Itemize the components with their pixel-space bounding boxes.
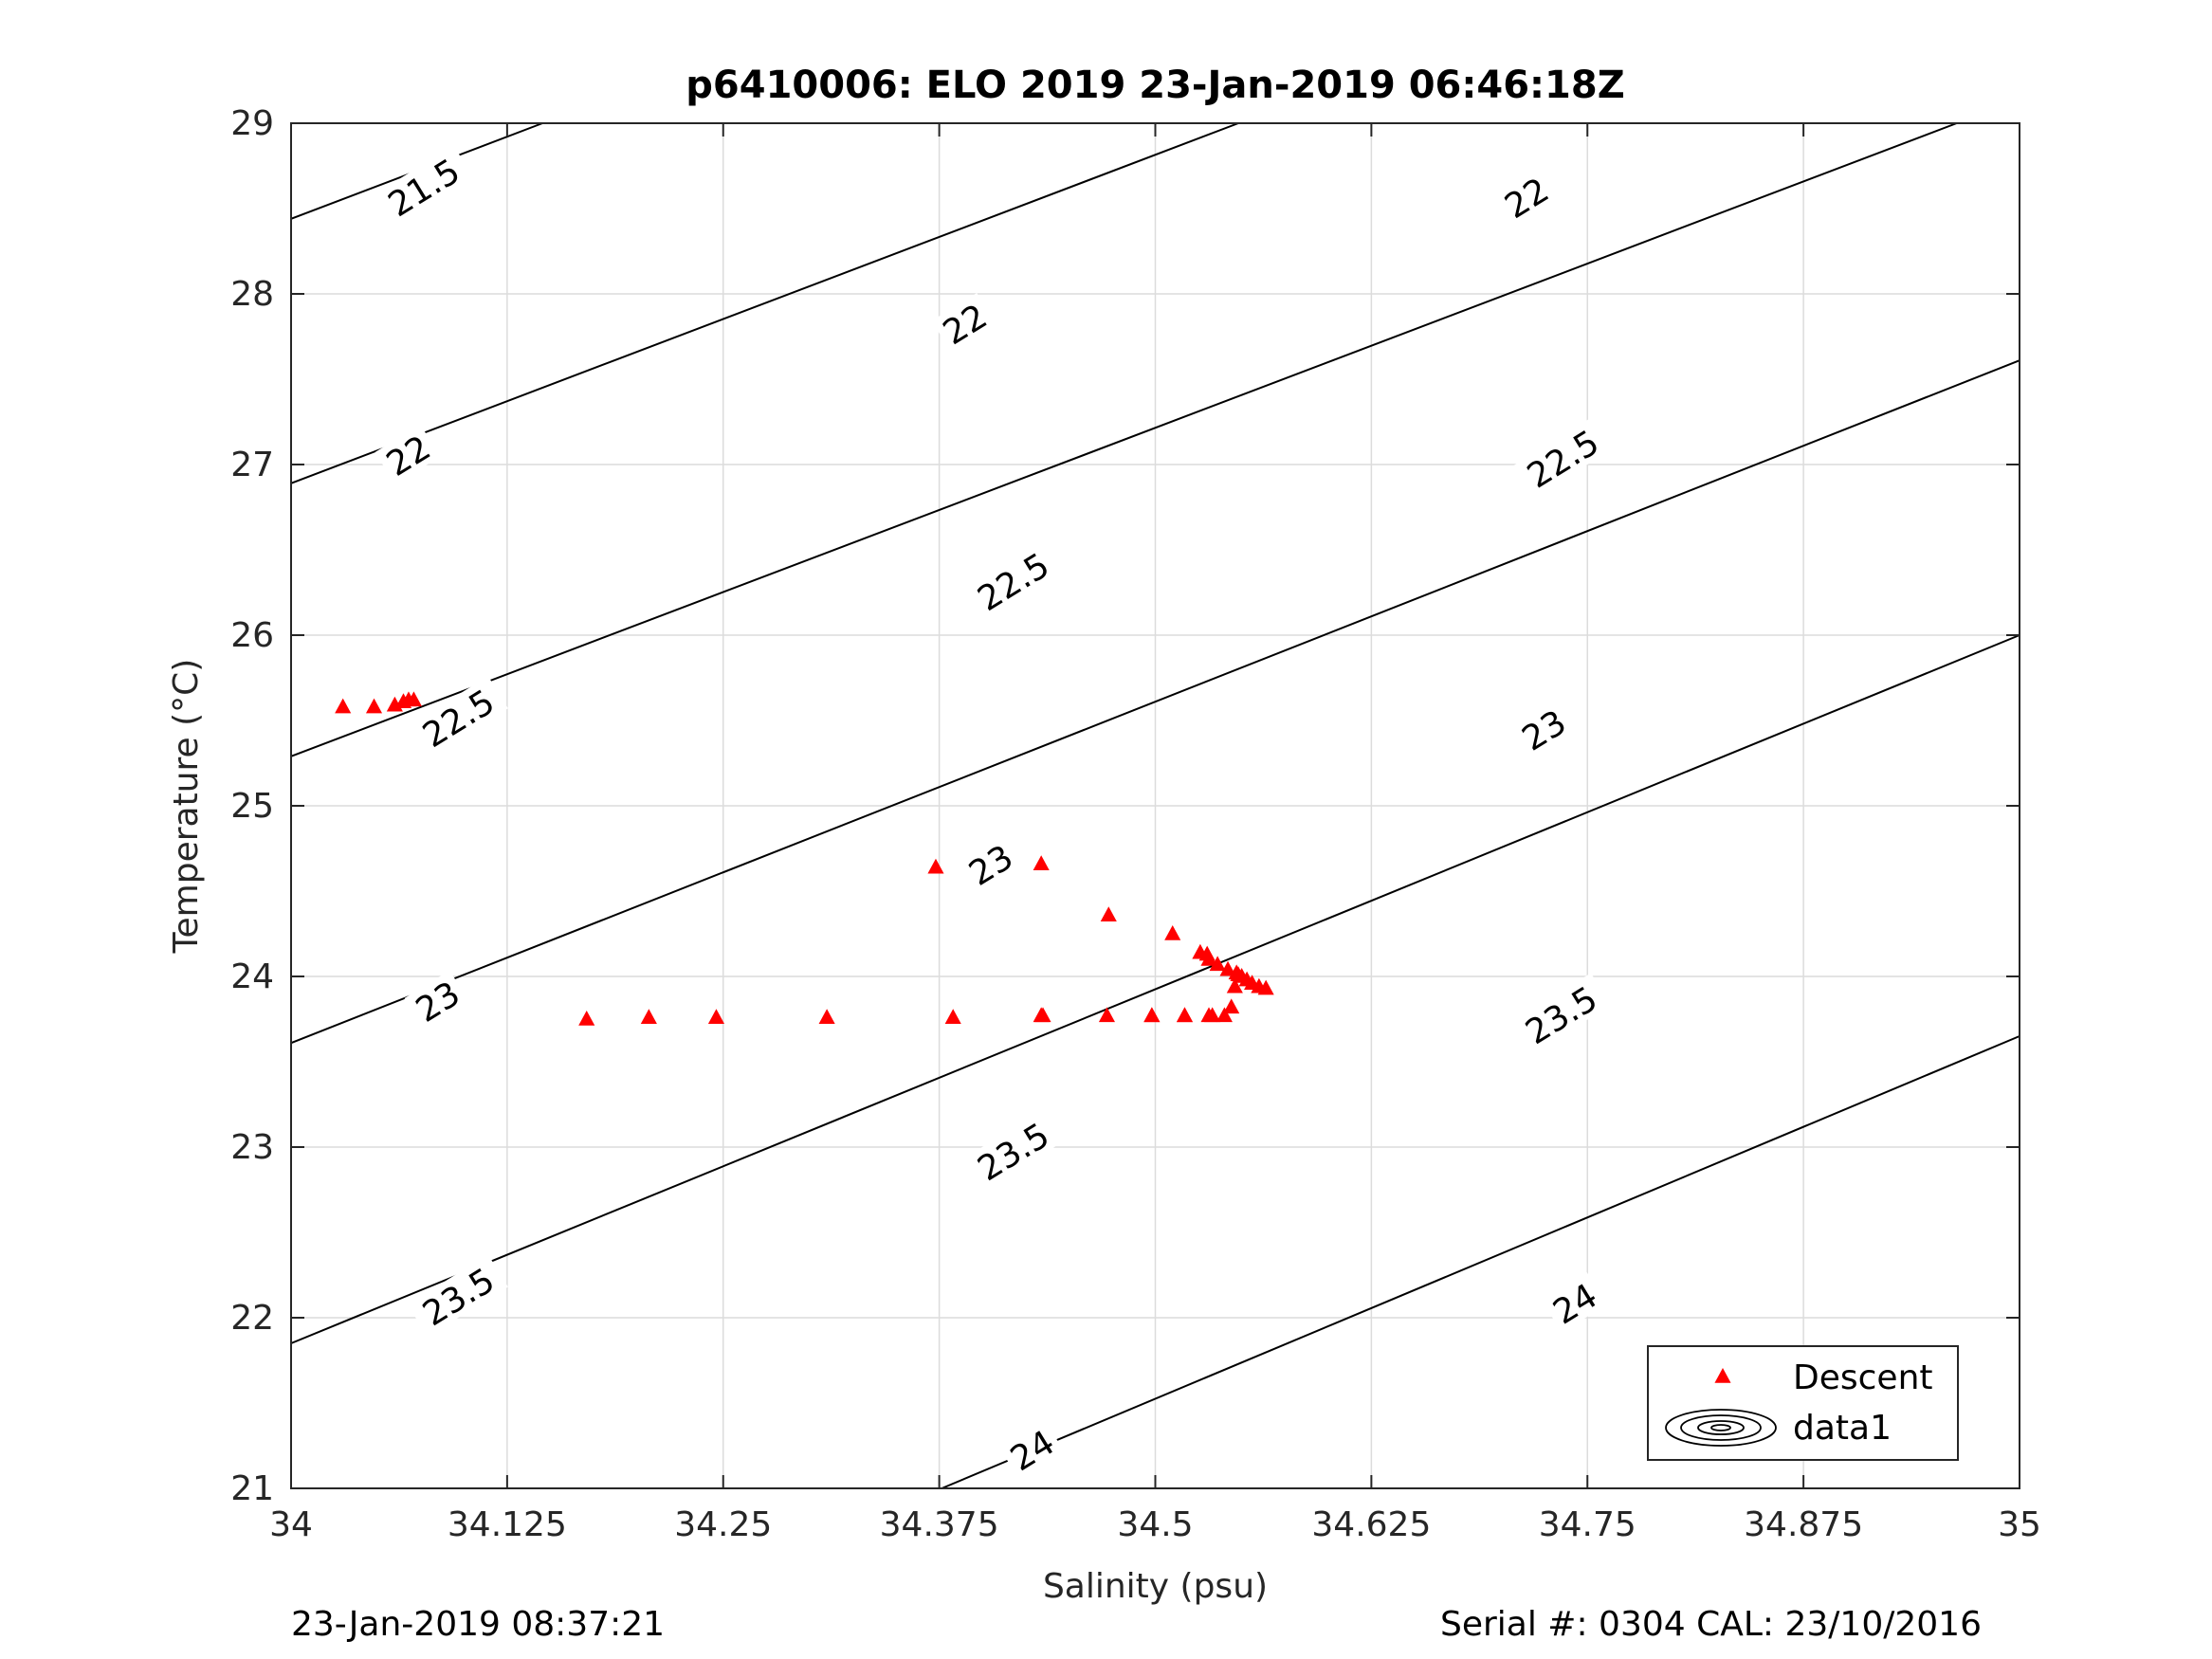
legend-contour-ring — [1710, 1424, 1731, 1431]
descent-point — [1223, 998, 1240, 1014]
descent-point — [578, 1011, 595, 1026]
y-tick-label: 29 — [230, 104, 274, 143]
descent-point — [405, 691, 422, 707]
x-tick-label: 34.125 — [448, 1505, 567, 1544]
contour-label-bg — [961, 539, 1064, 622]
descent-point — [1200, 951, 1217, 966]
isopycnal-line — [290, 359, 2020, 1045]
descent-point — [1100, 906, 1117, 921]
descent-point — [927, 858, 944, 874]
descent-point — [1219, 960, 1236, 976]
legend-contour-icon — [1665, 1409, 1777, 1447]
y-tick-label: 23 — [230, 1128, 274, 1167]
x-tick-label: 34.25 — [674, 1505, 772, 1544]
contour-label-bg — [407, 1254, 508, 1337]
descent-point — [1098, 1007, 1116, 1023]
descent-point — [1033, 855, 1050, 870]
chart-title: p6410006: ELO 2019 23-Jan-2019 06:46:18Z — [686, 64, 1624, 107]
descent-point — [1226, 977, 1243, 994]
x-tick-label: 34.875 — [1744, 1505, 1863, 1544]
contour-label-bg — [957, 833, 1023, 895]
contour-label-bg — [998, 1418, 1065, 1480]
contour-label-bg — [1511, 416, 1613, 500]
x-tick-label: 34.375 — [880, 1505, 999, 1544]
legend: Descent data1 — [1647, 1345, 1959, 1461]
descent-point — [1216, 1007, 1233, 1023]
legend-contour-ring — [1665, 1409, 1777, 1447]
x-tick-label: 35 — [1998, 1505, 2041, 1544]
descent-point — [1033, 1007, 1050, 1023]
y-tick-label: 21 — [230, 1469, 274, 1508]
isopycnal-line — [290, 634, 2020, 1344]
axis-ticks: 34 34.125 34.25 34.375 34.5 34.625 34.75 34.875… — [230, 104, 2041, 1544]
x-tick-label: 34 — [269, 1505, 313, 1544]
descent-point — [335, 698, 352, 714]
x-axis-label: Salinity (psu) — [1043, 1567, 1268, 1606]
x-tick-label: 34.625 — [1311, 1505, 1431, 1544]
descent-point — [365, 698, 383, 714]
descent-point — [1164, 925, 1181, 940]
isopycnal-line — [290, 122, 1958, 757]
contour-label-bg — [1509, 973, 1611, 1055]
contour-label-bg — [404, 970, 470, 1031]
legend-box — [1647, 1345, 1959, 1461]
y-tick-label: 28 — [230, 275, 274, 314]
footer-timestamp: 23-Jan-2019 08:37:21 — [291, 1605, 665, 1644]
legend-label-descent: Descent — [1793, 1358, 1933, 1397]
y-axis-label: Temperature (°C) — [167, 659, 206, 955]
descent-point — [1143, 1007, 1161, 1023]
legend-contour-ring — [1680, 1414, 1762, 1441]
descent-point — [944, 1009, 961, 1024]
legend-contour-ring — [1697, 1420, 1745, 1435]
legend-marker-descent — [1714, 1368, 1731, 1383]
descent-points — [335, 691, 1274, 1026]
descent-point — [1257, 979, 1274, 995]
y-tick-label: 25 — [230, 787, 274, 826]
y-tick-label: 27 — [230, 446, 274, 484]
contour-label-bg — [1542, 1272, 1607, 1333]
contour-label-bg — [1510, 699, 1576, 759]
legend-label-data1: data1 — [1793, 1409, 1892, 1448]
contour-label-bg — [961, 1109, 1064, 1192]
descent-point — [707, 1009, 725, 1024]
y-tick-label: 26 — [230, 616, 274, 655]
footer-serial-cal: Serial #: 0304 CAL: 23/10/2016 — [1440, 1605, 1982, 1644]
x-tick-label: 34.5 — [1117, 1505, 1193, 1544]
descent-point — [1176, 1007, 1194, 1023]
isopycnal-line — [290, 122, 1239, 484]
isopycnal-line — [941, 1035, 2020, 1489]
density-contours — [290, 122, 2020, 1489]
descent-point — [1200, 1007, 1217, 1023]
contour-label-bg — [931, 292, 997, 354]
contour-label-bg — [407, 676, 508, 758]
contour-label-bg — [373, 145, 474, 228]
y-tick-label: 22 — [230, 1299, 274, 1338]
descent-point — [818, 1009, 835, 1024]
contour-label-bg — [1493, 166, 1559, 228]
x-tick-label: 34.75 — [1539, 1505, 1636, 1544]
contour-label-bg — [375, 424, 441, 485]
y-tick-label: 24 — [230, 957, 274, 996]
descent-point — [640, 1009, 657, 1024]
descent-point — [1209, 956, 1226, 972]
